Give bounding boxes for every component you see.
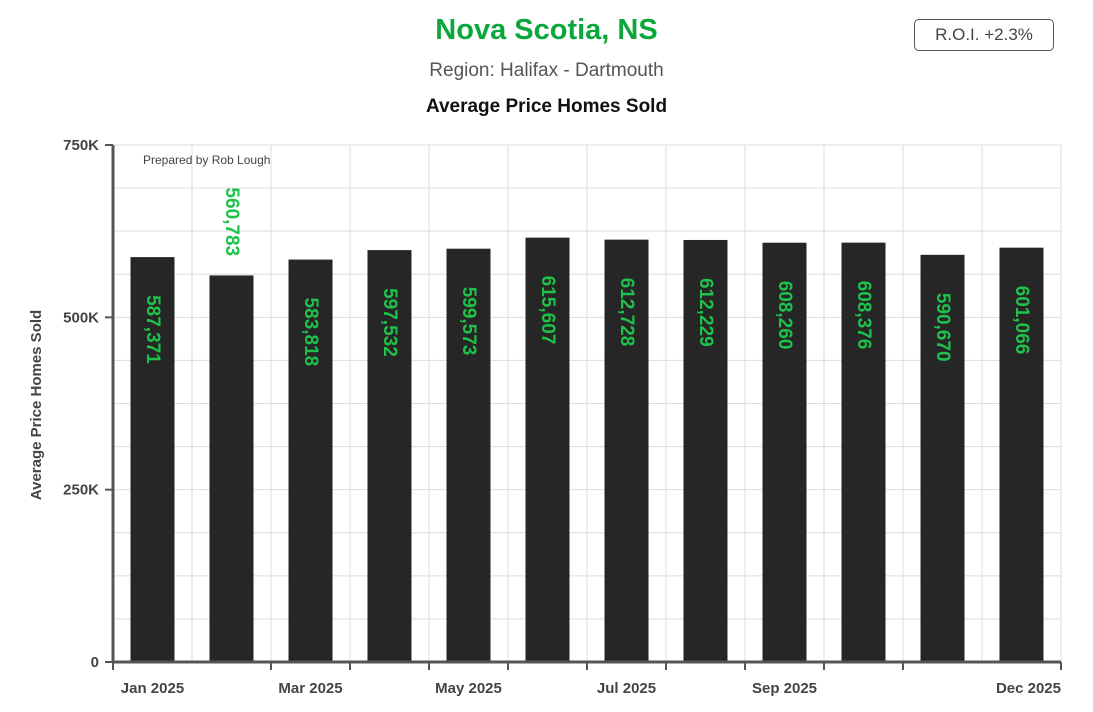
data-label: 615,607 — [537, 276, 558, 345]
bar — [999, 247, 1044, 663]
credit-text: Prepared by Rob Lough — [143, 153, 270, 167]
bar — [288, 259, 333, 662]
x-tick-label: Jul 2025 — [597, 680, 656, 697]
bars — [130, 237, 1044, 663]
data-label: 590,670 — [932, 293, 953, 362]
x-tick-label: Mar 2025 — [278, 680, 342, 697]
tick-labels: 0 250K 500K 750K Jan 2025 Mar 2025 May 2025 Jul… — [63, 137, 1061, 697]
bar — [209, 275, 254, 662]
bar — [367, 250, 412, 663]
bar — [762, 242, 807, 662]
chart-title: Average Price Homes Sold — [425, 96, 668, 117]
data-label: 560,783 — [221, 187, 242, 256]
bar — [841, 242, 886, 662]
data-label: 583,818 — [300, 298, 321, 367]
data-label: 597,532 — [379, 288, 400, 357]
axes — [105, 144, 1062, 670]
data-label: 612,728 — [616, 278, 637, 347]
data-label: 608,260 — [774, 281, 795, 350]
bar — [683, 239, 728, 662]
y-tick-label: 500K — [63, 309, 99, 326]
y-tick-label: 0 — [91, 654, 99, 671]
data-label: 599,573 — [458, 287, 479, 356]
data-label: 612,229 — [695, 278, 716, 347]
bar — [525, 237, 570, 662]
x-tick-label: Sep 2025 — [752, 680, 817, 697]
x-tick-label: Jan 2025 — [121, 680, 184, 697]
bar — [130, 257, 175, 662]
x-tick-label: Dec 2025 — [996, 680, 1061, 697]
page-title: Nova Scotia, NS — [435, 14, 658, 46]
region-subtitle: Region: Halifax - Dartmouth — [429, 60, 664, 81]
bar — [604, 239, 649, 662]
bar — [920, 254, 965, 662]
data-label: 587,371 — [142, 295, 163, 364]
y-tick-label: 750K — [63, 137, 99, 154]
grid-lines — [113, 144, 1062, 662]
x-tick-label: May 2025 — [435, 680, 502, 697]
roi-badge[interactable]: R.O.I. +2.3% — [914, 19, 1054, 51]
data-labels: 587,371 560,783 583,818 597,532 599,573 615,6… — [142, 187, 1032, 366]
data-label: 608,376 — [853, 281, 874, 350]
bar — [446, 248, 491, 663]
y-tick-label: 250K — [63, 482, 99, 499]
data-label: 601,066 — [1011, 286, 1032, 355]
y-axis-label: Average Price Homes Sold — [28, 310, 45, 500]
